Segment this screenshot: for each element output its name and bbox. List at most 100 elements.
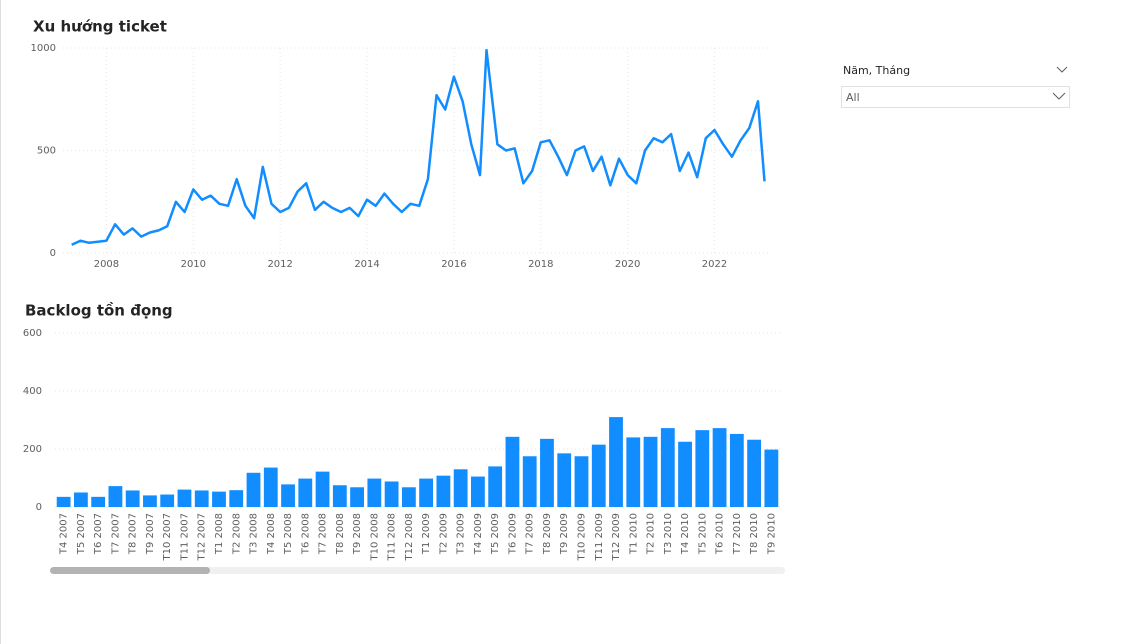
x-tick-label: 2012: [267, 259, 292, 270]
bar: [91, 496, 106, 507]
x-tick-label: T8 2010: [749, 513, 760, 555]
y-tick-label: 500: [37, 146, 56, 157]
x-tick-label: T7 2008: [318, 513, 329, 555]
bar: [453, 469, 468, 507]
bar: [281, 484, 295, 507]
line: [71, 48, 766, 246]
bar: [384, 481, 399, 507]
bar: [747, 439, 762, 507]
x-tick-label: T11 2009: [594, 513, 605, 561]
x-tick-label: T7 2009: [525, 513, 536, 555]
slicer-dropdown[interactable]: [841, 86, 1070, 108]
bar: [643, 436, 658, 507]
bar: [557, 453, 572, 507]
x-tick-label: T1 2008: [214, 513, 225, 555]
bar: [471, 476, 485, 507]
x-tick-label: T12 2009: [611, 513, 622, 561]
bar: [212, 491, 226, 507]
bar: [143, 495, 157, 507]
x-tick-label: T7 2010: [732, 513, 743, 555]
x-tick-label: T6 2010: [715, 513, 726, 555]
x-tick-label: T3 2009: [456, 513, 467, 555]
x-tick-label: T4 2009: [473, 513, 484, 555]
y-tick-label: 600: [23, 328, 42, 339]
x-tick-label: T9 2009: [559, 513, 570, 555]
x-tick-label: 2010: [181, 259, 206, 270]
bar: [332, 485, 347, 507]
y-tick-label: 1000: [31, 43, 56, 54]
bar: [695, 430, 710, 507]
x-tick-label: T12 2008: [404, 513, 415, 561]
x-tick-label: T12 2007: [197, 513, 208, 561]
slicer-value[interactable]: All: [846, 91, 860, 104]
bar: [678, 441, 692, 507]
scrollbar-track[interactable]: [50, 567, 785, 574]
bar: [194, 490, 209, 507]
x-tick-label: T7 2007: [110, 513, 121, 555]
x-tick-label: T2 2008: [231, 513, 242, 555]
x-tick-label: T8 2007: [128, 513, 139, 555]
bar: [488, 466, 503, 507]
y-tick-label: 0: [50, 248, 56, 259]
x-tick-label: 2022: [702, 259, 727, 270]
bar: [626, 437, 641, 507]
bar: [591, 444, 606, 507]
x-tick-label: T9 2008: [352, 513, 363, 555]
bar: [401, 487, 416, 507]
x-tick-label: T4 2008: [266, 513, 277, 555]
x-tick-label: T9 2010: [766, 513, 777, 555]
y-tick-label: 400: [23, 386, 42, 397]
x-tick-label: T6 2007: [93, 513, 104, 555]
x-tick-label: T3 2010: [663, 513, 674, 555]
x-tick-label: T4 2010: [680, 513, 691, 555]
bar: [729, 433, 744, 507]
bar: [108, 486, 123, 507]
bar: [315, 471, 330, 507]
x-tick-label: T5 2008: [283, 513, 294, 555]
x-tick-label: T5 2010: [697, 513, 708, 555]
x-tick-label: T9 2007: [145, 513, 156, 555]
x-tick-label: T11 2007: [179, 513, 190, 561]
bar: [505, 436, 520, 507]
bar: [160, 494, 175, 507]
x-tick-label: T11 2008: [387, 513, 398, 561]
bar: [660, 428, 675, 507]
x-tick-label: T10 2009: [576, 513, 587, 561]
bar: [712, 428, 727, 507]
x-tick-label: 2020: [615, 259, 640, 270]
x-tick-label: T3 2008: [249, 513, 260, 555]
dropdown-arrow[interactable]: [1052, 92, 1066, 100]
x-tick-label: 2014: [354, 259, 379, 270]
bar: [263, 467, 278, 507]
bar: [177, 489, 192, 507]
x-tick-label: T10 2008: [369, 513, 380, 561]
y-tick-label: 200: [23, 444, 42, 455]
bar: [246, 472, 261, 507]
bar: [574, 456, 589, 507]
x-tick-label: T5 2007: [76, 513, 87, 555]
chart-title: Backlog tồn đọng: [25, 301, 173, 320]
bar: [609, 417, 623, 507]
bar: [56, 496, 71, 507]
x-tick-label: T8 2008: [335, 513, 346, 555]
x-tick-label: T6 2009: [507, 513, 518, 555]
bar: [229, 490, 244, 507]
x-tick-label: T2 2010: [646, 513, 657, 555]
x-tick-label: 2008: [94, 259, 119, 270]
y-tick-label: 0: [36, 502, 42, 513]
scrollbar-thumb[interactable]: [50, 567, 210, 574]
bar: [436, 475, 451, 507]
x-tick-label: T2 2009: [438, 513, 449, 555]
x-tick-label: T6 2008: [300, 513, 311, 555]
x-tick-label: 2018: [528, 259, 553, 270]
chart-title: Xu hướng ticket: [33, 18, 167, 36]
bar: [350, 487, 364, 507]
bar: [764, 449, 779, 507]
x-tick-label: T1 2010: [628, 513, 639, 555]
x-tick-label: T8 2009: [542, 513, 553, 555]
bar: [540, 438, 554, 507]
x-tick-label: T1 2009: [421, 513, 432, 555]
slicer-collapse-icon[interactable]: [1056, 66, 1068, 73]
x-tick-label: 2016: [441, 259, 466, 270]
